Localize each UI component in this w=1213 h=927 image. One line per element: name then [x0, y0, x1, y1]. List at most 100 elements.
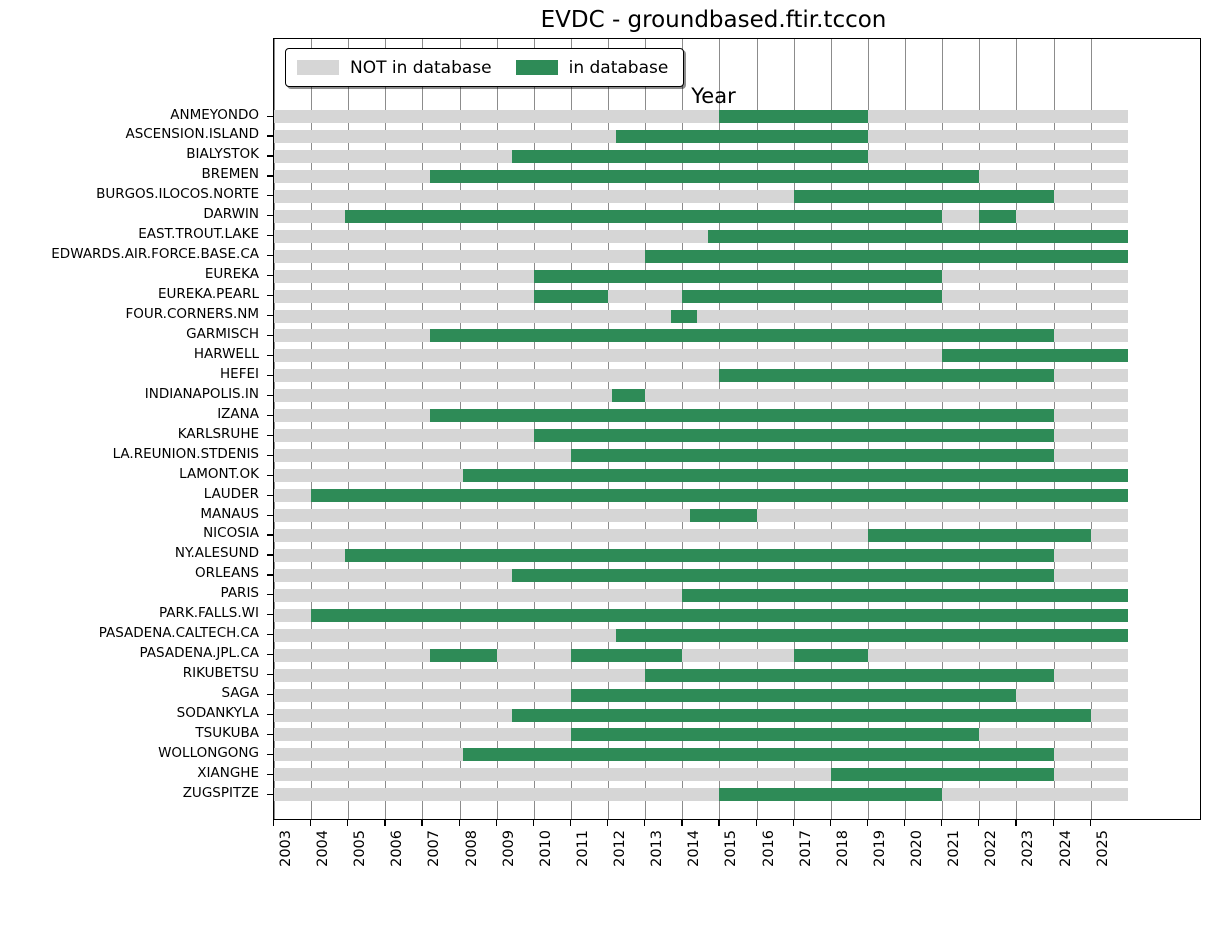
timeline-row [274, 329, 1200, 343]
y-axis-tick [267, 434, 273, 436]
x-axis-label: 2022 [983, 830, 1000, 867]
gridline-2025 [1090, 39, 1092, 819]
gridline-2015 [719, 39, 721, 819]
x-axis-tick-2021 [941, 820, 943, 826]
gridline-2007 [422, 39, 424, 819]
timeline-row [274, 768, 1200, 782]
y-axis-label: RIKUBETSU [182, 665, 259, 682]
timeline-row [274, 668, 1200, 682]
x-axis-label: 2012 [612, 830, 629, 867]
x-axis-tick-2012 [607, 820, 609, 826]
y-axis-tick [267, 694, 273, 696]
segment-in-database [463, 748, 1054, 762]
timeline-row [274, 129, 1200, 143]
timeline-row [274, 209, 1200, 223]
segment-in-database [719, 110, 868, 123]
x-axis-label: 2016 [760, 830, 777, 867]
y-axis-tick [267, 454, 273, 456]
segment-in-database [533, 289, 609, 303]
x-axis-ticks: 2003 2004 2005 2006 2007 2008 2009 2010 2011 2012… [0, 820, 1213, 927]
y-axis-tick [267, 594, 273, 596]
gridline-2005 [348, 39, 350, 819]
y-axis-tick [267, 614, 273, 616]
segment-in-database [570, 688, 1017, 702]
segment-in-database [793, 189, 1054, 203]
segment-in-database [708, 229, 1128, 243]
gridline-2010 [533, 39, 535, 819]
y-axis-tick [267, 275, 273, 277]
y-axis-label: GARMISCH [186, 325, 259, 342]
y-axis-label: EDWARDS.AIR.FORCE.BASE.CA [51, 246, 259, 263]
segment-in-database [615, 129, 868, 143]
x-axis-tick-2019 [866, 820, 869, 826]
segment-in-database [793, 648, 868, 662]
timeline-row [274, 588, 1200, 602]
y-axis-tick [267, 574, 273, 576]
x-axis-tick-2017 [792, 820, 794, 826]
y-axis-label: TSUKUBA [195, 724, 259, 741]
segment-in-database [689, 509, 757, 522]
x-axis-tick-2013 [644, 820, 646, 826]
y-axis-label: PARK.FALLS.WI [158, 605, 259, 622]
segment-in-database [463, 469, 1128, 483]
timeline-row [274, 249, 1200, 263]
y-axis-label: INDIANAPOLIS.IN [144, 385, 259, 402]
timeline-row [274, 568, 1200, 582]
segment-in-database [311, 489, 1128, 503]
x-axis-label: 2006 [389, 830, 406, 867]
segment-in-database [429, 409, 1054, 423]
y-axis-label: XIANGHE [197, 764, 259, 781]
x-axis-label: 2020 [909, 830, 926, 867]
x-axis-label: 2004 [315, 830, 332, 867]
x-axis-title: Year [0, 84, 1213, 108]
segment-in-database [942, 349, 1128, 363]
segment-not-in-database [274, 349, 1128, 363]
x-axis-tick-2010 [532, 820, 535, 826]
y-axis-tick [267, 334, 273, 337]
legend-swatch-present [515, 60, 558, 75]
timeline-row [274, 409, 1200, 423]
segment-in-database [645, 668, 1054, 682]
gridline-2021 [942, 39, 944, 819]
gridline-2013 [645, 39, 647, 819]
y-axis-label: PARIS [220, 585, 259, 602]
legend-label-absent: NOT in database [350, 57, 492, 78]
timeline-row [274, 369, 1200, 383]
x-axis-label: 2013 [649, 830, 666, 867]
y-axis-tick [267, 634, 273, 636]
y-axis-tick [267, 714, 273, 716]
timeline-row [274, 628, 1200, 642]
y-axis-tick [267, 514, 273, 516]
gridline-2011 [570, 39, 572, 819]
timeline-row [274, 110, 1200, 123]
x-axis-tick-2016 [755, 820, 757, 826]
segment-not-in-database [274, 110, 1128, 123]
x-axis-label: 2007 [426, 830, 443, 867]
timeline-row [274, 748, 1200, 762]
segment-in-database [533, 429, 1054, 443]
y-axis-tick [267, 255, 273, 257]
y-axis-tick [267, 414, 273, 416]
y-axis-label: FOUR.CORNERS.NM [125, 306, 259, 322]
segment-in-database [570, 449, 1054, 463]
y-axis-tick [267, 215, 273, 217]
x-axis-label: 2011 [574, 830, 591, 867]
timeline-row [274, 688, 1200, 702]
y-axis-label: ASCENSION.ISLAND [125, 126, 259, 143]
x-axis-label: 2025 [1094, 830, 1111, 867]
y-axis-label: PASADENA.CALTECH.CA [98, 625, 259, 642]
timeline-row [274, 509, 1200, 522]
x-axis-label: 2010 [537, 830, 554, 867]
y-axis-tick [267, 135, 273, 137]
y-axis-label: DARWIN [203, 206, 259, 223]
timeline-row [274, 469, 1200, 483]
x-axis-tick-2008 [458, 820, 460, 826]
x-axis-tick-2005 [347, 820, 349, 826]
x-axis-label: 2015 [723, 830, 740, 867]
y-axis-label: EUREKA [204, 266, 259, 283]
segment-in-database [344, 209, 943, 223]
x-axis-tick-2006 [384, 820, 386, 826]
x-axis-label: 2021 [946, 830, 963, 867]
y-axis-label: NICOSIA [203, 525, 259, 542]
gridline-2014 [682, 39, 684, 819]
